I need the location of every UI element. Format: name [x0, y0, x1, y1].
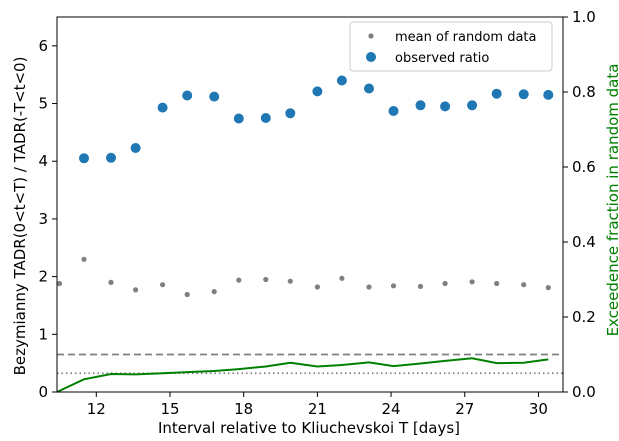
random-mean-point [545, 285, 551, 291]
observed-ratio-point [209, 91, 220, 102]
observed-ratio-point [182, 90, 193, 101]
y-tick-label: 2 [38, 268, 48, 286]
legend-marker-observed [366, 52, 376, 62]
observed-ratio-point [260, 113, 271, 123]
random-mean-point [56, 280, 63, 287]
legend-label-random: mean of random data [395, 30, 537, 45]
legend-box [349, 21, 553, 72]
legend: mean of random data observed ratio [349, 21, 553, 72]
x-tick-label: 12 [87, 400, 106, 418]
y-tick-label: 0 [38, 383, 48, 401]
x-tick-label: 15 [160, 400, 179, 418]
random-mean-point [263, 276, 269, 283]
observed-ratio-point [285, 108, 296, 119]
observed-ratio-point [130, 143, 141, 153]
observed-ratio-point [312, 86, 323, 97]
random-mean-point [469, 279, 475, 285]
legend-marker-random [368, 33, 374, 39]
x-tick-label: 24 [382, 400, 401, 418]
random-mean-point [521, 282, 527, 288]
random-mean-point [442, 280, 448, 287]
y-tick-label: 3 [38, 210, 48, 228]
y-tick-label: 1 [38, 325, 48, 343]
observed-ratio-point [518, 89, 529, 100]
legend-label-observed: observed ratio [395, 51, 489, 66]
random-mean-point [184, 291, 190, 298]
y2-tick-label: 0.8 [572, 83, 596, 101]
random-mean-point [236, 277, 242, 283]
observed-ratio-point [415, 100, 426, 111]
y-tick-label: 6 [38, 37, 48, 55]
random-mean-point [108, 279, 114, 285]
y-axis-label: Bezymianny TADR(0<t<T) / TADR(-T<t<0) [11, 57, 29, 376]
observed-ratio-point [79, 153, 89, 164]
random-mean-point [339, 275, 345, 281]
random-mean-point [287, 278, 293, 284]
random-mean-point [417, 283, 424, 289]
y2-tick-label: 0.4 [572, 233, 596, 251]
random-mean-point [494, 280, 500, 287]
x-tick-label: 21 [308, 400, 327, 418]
x-axis-label: Interval relative to Kliuchevskoi T [day… [158, 419, 460, 437]
y-tick-label: 5 [38, 95, 48, 113]
observed-ratio-point [157, 102, 168, 113]
random-mean-point [366, 284, 372, 290]
random-mean-point [133, 287, 139, 293]
random-mean-point [390, 283, 397, 289]
x-tick-label: 18 [234, 400, 253, 418]
y2-tick-label: 0.0 [572, 383, 596, 401]
random-mean-point [81, 256, 87, 262]
x-tick-label: 27 [455, 400, 474, 418]
observed-ratio-point [467, 100, 478, 111]
observed-ratio-point [336, 75, 347, 86]
observed-ratio-point [543, 89, 554, 100]
y2-tick-label: 0.2 [572, 308, 596, 326]
y2-axis-label: Exceedence fraction in random data [604, 64, 619, 337]
x-tick-label: 30 [529, 400, 548, 418]
y2-tick-label: 1.0 [572, 8, 596, 26]
plot-frame [56, 16, 564, 393]
observed-ratio-point [440, 101, 451, 112]
exceedence-fraction-line [56, 357, 549, 393]
random-mean-point [211, 289, 217, 295]
observed-ratio-point [106, 152, 116, 163]
observed-ratio-point [364, 83, 374, 94]
observed-ratio-point [491, 88, 502, 99]
y2-tick-label: 0.6 [572, 158, 596, 176]
random-mean-point [314, 284, 320, 290]
observed-ratio-point [233, 113, 244, 124]
observed-ratio-point [388, 106, 399, 116]
y-tick-label: 4 [38, 152, 48, 170]
random-mean-point [160, 282, 166, 288]
